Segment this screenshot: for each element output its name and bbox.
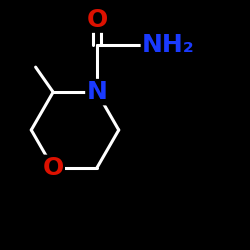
Text: O: O (42, 156, 64, 180)
Text: O: O (86, 8, 108, 32)
Text: NH₂: NH₂ (142, 32, 195, 56)
Text: N: N (86, 80, 107, 104)
